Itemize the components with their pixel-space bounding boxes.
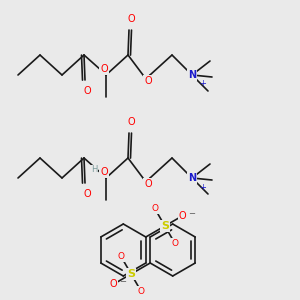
Text: O: O: [100, 64, 108, 74]
Text: O: O: [83, 86, 91, 96]
Text: H: H: [91, 166, 97, 175]
Text: S: S: [127, 269, 135, 279]
Text: +: +: [200, 182, 206, 191]
Text: O: O: [144, 179, 152, 189]
Text: O: O: [171, 239, 178, 248]
Text: O: O: [138, 287, 145, 296]
Text: O: O: [100, 167, 108, 177]
Text: O: O: [127, 117, 135, 127]
Text: O: O: [144, 76, 152, 86]
Text: N: N: [188, 70, 196, 80]
Text: O: O: [110, 279, 118, 289]
Text: O: O: [127, 14, 135, 24]
Text: +: +: [200, 80, 206, 88]
Text: O: O: [178, 211, 186, 221]
Text: N: N: [188, 173, 196, 183]
Text: O: O: [83, 189, 91, 199]
Text: −: −: [119, 278, 126, 286]
Text: −: −: [188, 209, 195, 218]
Text: S: S: [161, 221, 169, 231]
Text: O: O: [118, 252, 124, 261]
Text: O: O: [152, 204, 158, 213]
